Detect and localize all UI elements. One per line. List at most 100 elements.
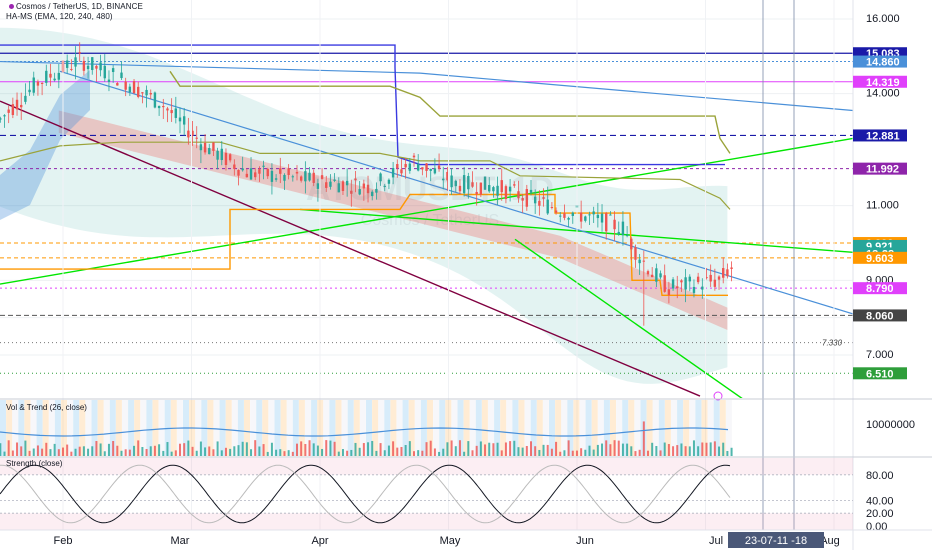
candle-body xyxy=(28,89,31,93)
candle-body xyxy=(57,72,61,80)
volume-bar xyxy=(634,451,637,456)
volume-bar xyxy=(475,445,478,456)
volume-bar xyxy=(559,451,562,456)
candle-body xyxy=(504,186,508,200)
candle-body xyxy=(337,183,340,193)
volume-bar xyxy=(542,444,545,456)
strength-tick-label: 40.00 xyxy=(866,495,894,507)
volume-bar xyxy=(170,451,173,456)
volume-bar xyxy=(20,446,23,456)
volume-bg-stripe xyxy=(97,400,104,456)
strength-pane-title[interactable]: Strength (close) xyxy=(6,459,63,468)
candle-body xyxy=(554,210,558,213)
candle-body xyxy=(262,165,265,167)
candle-body xyxy=(65,60,69,68)
volume-bar xyxy=(438,451,441,456)
indicator-legend[interactable]: HA-MS (EMA, 120, 240, 480) xyxy=(6,12,113,21)
volume-bar xyxy=(467,441,470,456)
candle-body xyxy=(245,173,249,178)
volume-bg-stripe xyxy=(286,400,293,456)
volume-bg-stripe xyxy=(61,400,67,456)
time-tick-label: Jul xyxy=(709,535,723,547)
price-axis-bg xyxy=(853,0,932,550)
volume-bar xyxy=(538,449,541,456)
volume-bg-stripe xyxy=(408,400,415,456)
candle-body xyxy=(517,191,520,199)
volume-bg-stripe xyxy=(658,400,665,456)
volume-bg-stripe xyxy=(591,400,598,456)
candle-body xyxy=(404,163,407,168)
candle-body xyxy=(479,182,483,195)
volume-bar xyxy=(220,450,223,456)
candle-body xyxy=(111,68,115,73)
candle-body xyxy=(36,81,40,86)
volume-bar xyxy=(379,443,382,456)
volume-bg-stripe xyxy=(341,400,348,456)
volume-bg-stripe xyxy=(67,400,74,456)
candle-body xyxy=(345,180,349,186)
olive-step-2 xyxy=(0,141,731,210)
volume-bg-stripe xyxy=(329,400,336,456)
time-tick-label: Feb xyxy=(54,535,73,547)
volume-bar xyxy=(488,442,491,456)
candle-body xyxy=(254,172,257,178)
price-tag-label: 8.790 xyxy=(866,283,894,295)
candle-body xyxy=(709,274,712,282)
strength-tick-label: 80.00 xyxy=(866,470,894,482)
volume-bar xyxy=(688,446,691,456)
volume-pane-title[interactable]: Vol & Trend (26, close) xyxy=(6,403,87,412)
candle-body xyxy=(513,184,516,186)
candle-body xyxy=(291,176,295,178)
volume-bar xyxy=(367,442,370,456)
volume-bar xyxy=(153,445,156,456)
volume-bg-stripe xyxy=(463,400,470,456)
candle-body xyxy=(224,152,228,166)
volume-bar xyxy=(567,440,570,456)
candle-body xyxy=(383,185,386,187)
volume-bg-stripe xyxy=(256,400,263,456)
candle-body xyxy=(492,187,495,192)
volume-bar xyxy=(49,449,52,456)
volume-bar xyxy=(45,442,48,456)
volume-bar xyxy=(3,451,6,456)
candle-body xyxy=(7,109,10,113)
candle-body xyxy=(533,196,537,204)
candle-body xyxy=(400,169,403,174)
volume-bar xyxy=(279,449,282,456)
volume-bar xyxy=(103,451,106,456)
candle-body xyxy=(20,104,23,108)
candle-body xyxy=(546,199,549,214)
volume-bar xyxy=(571,450,574,456)
navy-step xyxy=(0,44,725,166)
volume-bar xyxy=(417,450,420,456)
candle-body xyxy=(316,183,320,189)
volume-bar xyxy=(713,441,716,456)
volume-bar xyxy=(521,447,524,456)
time-badge-bg xyxy=(728,532,824,548)
volume-bar xyxy=(145,449,148,456)
watermark-name: Cosmos / TetherUS xyxy=(361,212,499,229)
volume-bar xyxy=(233,446,236,456)
volume-bar xyxy=(592,449,595,456)
volume-bg-stripe xyxy=(518,400,525,456)
volume-bar xyxy=(500,450,503,456)
volume-bar xyxy=(730,447,733,456)
blue-trend-top xyxy=(0,60,421,74)
volume-bar xyxy=(95,441,98,456)
time-tick-label: May xyxy=(440,535,461,547)
candle-body xyxy=(241,168,244,171)
symbol-legend[interactable]: Cosmos / TetherUS, 1D, BINANCE xyxy=(6,2,143,11)
volume-bar xyxy=(229,448,232,456)
price-tag-bg xyxy=(853,55,907,68)
volume-bar xyxy=(504,442,507,456)
volume-bar xyxy=(517,447,520,456)
candle-body xyxy=(103,65,106,79)
volume-bar xyxy=(530,441,532,456)
volume-bar xyxy=(179,443,181,456)
candle-body xyxy=(132,81,136,94)
volume-bar xyxy=(672,446,675,456)
cloud-band xyxy=(0,27,728,384)
candle-body xyxy=(387,179,391,184)
